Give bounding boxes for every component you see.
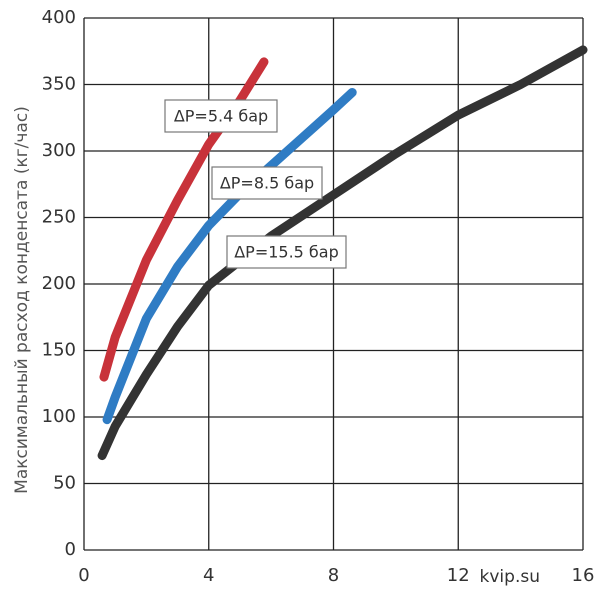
line-series (102, 87, 357, 425)
y-tick-label: 150 (42, 340, 76, 361)
series-label: ΔP=15.5 бар (234, 243, 339, 262)
x-tick-label: 4 (203, 565, 214, 586)
x-tick-label: 0 (78, 565, 89, 586)
x-tick-label: 12 (447, 565, 470, 586)
series-label: ΔP=5.4 бар (174, 107, 268, 126)
x-tick-label: 16 (572, 565, 595, 586)
y-tick-label: 350 (42, 74, 76, 95)
y-tick-label: 300 (42, 140, 76, 161)
label-box (211, 166, 323, 200)
label-box (164, 99, 278, 133)
x-tick-label: 8 (328, 565, 339, 586)
y-tick-label: 0 (65, 539, 76, 560)
y-tick-label: 200 (42, 273, 76, 294)
y-tick-label: 400 (42, 7, 76, 28)
y-tick-label: 250 (42, 207, 76, 228)
y-tick-label: 100 (42, 406, 76, 427)
label-box (226, 235, 347, 269)
series-label: ΔP=8.5 бар (220, 174, 314, 193)
y-tick-label: 50 (53, 473, 76, 494)
y-axis-label: Максимальный расход конденсата (кг/час) (12, 106, 32, 494)
watermark: kvip.su (480, 567, 540, 587)
